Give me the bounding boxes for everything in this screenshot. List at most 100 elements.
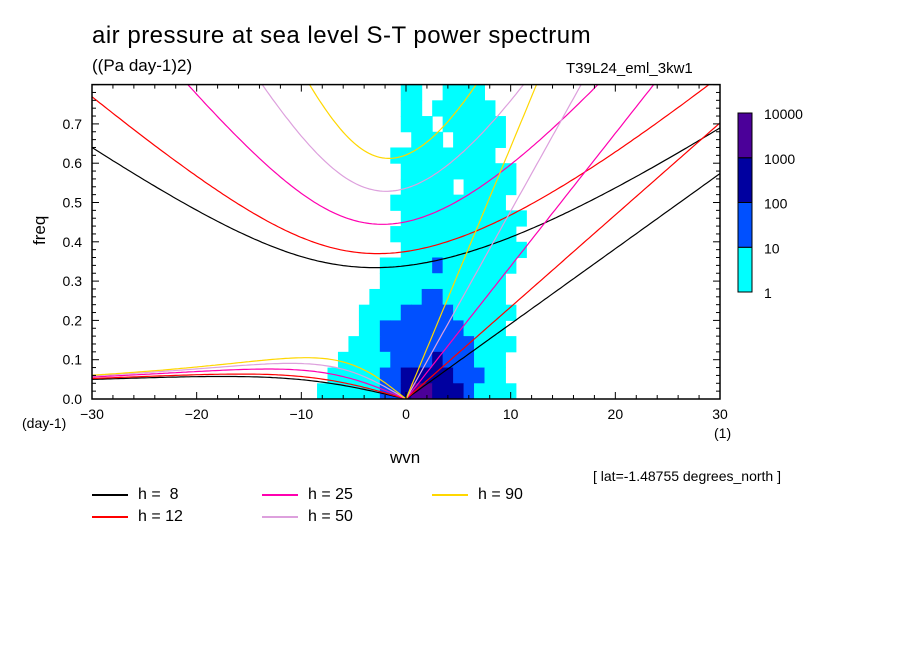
spectrum-cell [358,351,370,369]
chart-title: air pressure at sea level S-T power spec… [92,22,592,49]
spectrum-cell [337,367,349,384]
spectrum-cell [411,273,423,290]
spectrum-cell [411,367,423,384]
x-tick-label: 20 [608,406,624,422]
spectrum-cell [474,257,485,274]
spectrum-cell [421,257,433,274]
spectrum-cell [400,383,412,399]
spectrum-cell [474,367,485,384]
spectrum-cell [505,210,517,227]
spectrum-cell [400,194,412,211]
spectrum-cell [463,178,475,196]
legend-swatch [262,494,298,496]
legend-item: h = 12 [92,508,183,526]
kelvin-line [405,84,538,399]
spectrum-cell [474,84,485,101]
y-tick-label: 0.2 [63,312,83,328]
spectrum-cell [337,351,349,369]
spectrum-cell [494,257,506,274]
chart-units: ((Pa day-1)2) [92,56,193,75]
legend-label: h = 50 [308,508,353,525]
spectrum-cell [379,351,391,369]
spectrum-cell [494,336,506,353]
spectrum-cell [463,257,475,274]
y-tick-label: 0.3 [63,273,83,289]
spectrum-cell [411,116,423,133]
legend-swatch [262,516,298,518]
spectrum-cell [400,336,412,353]
spectrum-cell [421,273,433,290]
y-axis-unit: (day-1) [22,415,67,431]
spectrum-cell [515,241,527,259]
spectrum-cell [369,383,381,399]
legend-swatch [92,516,128,518]
spectrum-cell [453,288,465,306]
spectrum-cell [379,383,391,399]
spectrum-cell [432,163,444,180]
spectrum-cell [432,320,444,337]
kelvin-line [405,84,655,399]
spectrum-cell [463,367,475,384]
spectrum-cell [494,351,506,369]
spectrum-cell [421,304,433,321]
spectrum-cell [453,241,465,259]
spectrum-cell [494,116,506,133]
spectrum-cell [442,383,454,399]
spectrum-cell [453,383,465,399]
x-tick-label: −10 [289,406,313,422]
spectrum-cell [463,288,475,306]
spectrum-cell [369,320,381,337]
spectrum-cell [463,147,475,164]
spectrum-cell [505,163,517,180]
legend-label: h = 12 [138,508,183,525]
inertia-gravity-curve [308,84,477,159]
legend-label: h = 90 [478,486,523,503]
spectrum-cell [421,131,433,148]
spectrum-cell [505,226,517,243]
x-tick-label: 30 [712,406,728,422]
spectrum-cell [474,226,485,243]
spectrum-cell [505,383,517,399]
spectrum-cell [484,288,496,306]
spectrum-cell [421,320,433,337]
inertia-gravity-curve [261,84,525,192]
legend-item: h = 50 [262,508,353,526]
spectrum-cell [411,304,423,321]
spectrum-cell [411,194,423,211]
spectrum-cell [453,257,465,274]
spectrum-cell [463,383,475,399]
spectrum-cell [411,147,423,164]
spectrum-cell [453,367,465,384]
spectrum-cell [474,147,485,164]
spectrum-cell [432,383,444,399]
spectrum-cell [379,288,391,306]
spectrum-cell [442,336,454,353]
spectrum-cell [484,100,496,117]
spectrum-cell [505,304,517,321]
spectrum-cell [484,226,496,243]
spectrum-cell [411,163,423,180]
spectrum-cell [421,147,433,164]
spectrum-cell [400,210,412,227]
spectrum-cell [494,226,506,243]
legend-label: h = 25 [308,486,353,503]
spectrum-cell [379,304,391,321]
spectrum-cell [494,304,506,321]
spectrum-cell [432,178,444,196]
spectrum-cell [474,100,485,117]
spectrum-cell [400,163,412,180]
spectrum-cell [474,351,485,369]
spectrum-cell [515,210,527,227]
x-tick-label: −20 [185,406,209,422]
spectrum-cell [484,210,496,227]
spectrum-cell [411,226,423,243]
spectrum-cell [474,273,485,290]
spectrum-cell [411,100,423,117]
kelvin-line [405,122,720,399]
x-axis-unit: (1) [714,425,732,441]
spectrum-cell [453,226,465,243]
spectrum-cell [369,288,381,306]
spectrum-cell [390,336,402,353]
spectrum-cell [442,241,454,259]
inertia-gravity-curve [92,127,720,269]
